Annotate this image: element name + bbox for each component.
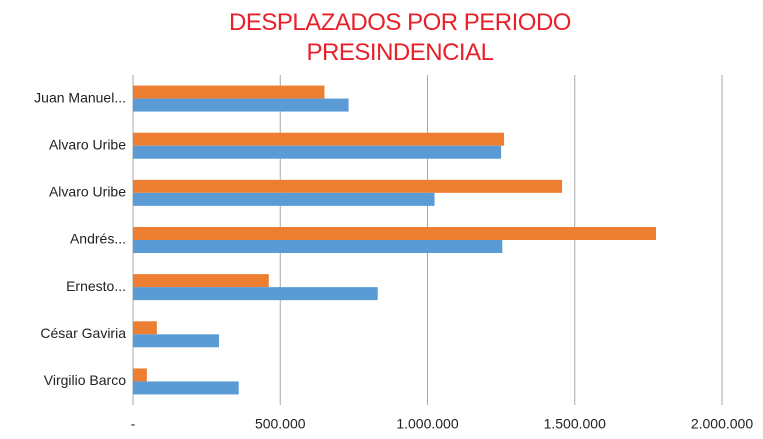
y-tick-label: Virgilio Barco — [44, 372, 126, 388]
bar — [133, 334, 219, 348]
bar — [133, 145, 502, 159]
bar — [133, 132, 505, 146]
bar — [133, 240, 503, 253]
bar — [133, 192, 435, 206]
x-tick-label: 2.000.000 — [691, 416, 753, 432]
bar — [133, 98, 349, 112]
bar — [133, 381, 239, 395]
chart-title: DESPLAZADOS POR PERIODO PRESINDENCIAL — [229, 9, 571, 66]
bar — [133, 321, 157, 335]
y-tick-label: Andrés... — [70, 231, 126, 247]
y-tick-label: Alvaro Uribe — [49, 136, 126, 152]
y-tick-label: Alvaro Uribe — [49, 184, 126, 200]
y-tick-label: César Gaviria — [40, 325, 126, 341]
bar — [133, 179, 563, 193]
x-tick-label: 1.500.000 — [544, 416, 606, 432]
bar — [133, 227, 657, 240]
x-tick-label: - — [131, 416, 136, 432]
bar — [133, 85, 325, 99]
x-tick-label: 500.000 — [255, 416, 306, 432]
bar — [133, 368, 147, 382]
y-tick-label: Ernesto... — [66, 278, 126, 294]
bar — [133, 287, 378, 301]
y-tick-label: Juan Manuel... — [34, 89, 126, 105]
x-tick-label: 1.000.000 — [396, 416, 458, 432]
bar — [133, 274, 269, 288]
